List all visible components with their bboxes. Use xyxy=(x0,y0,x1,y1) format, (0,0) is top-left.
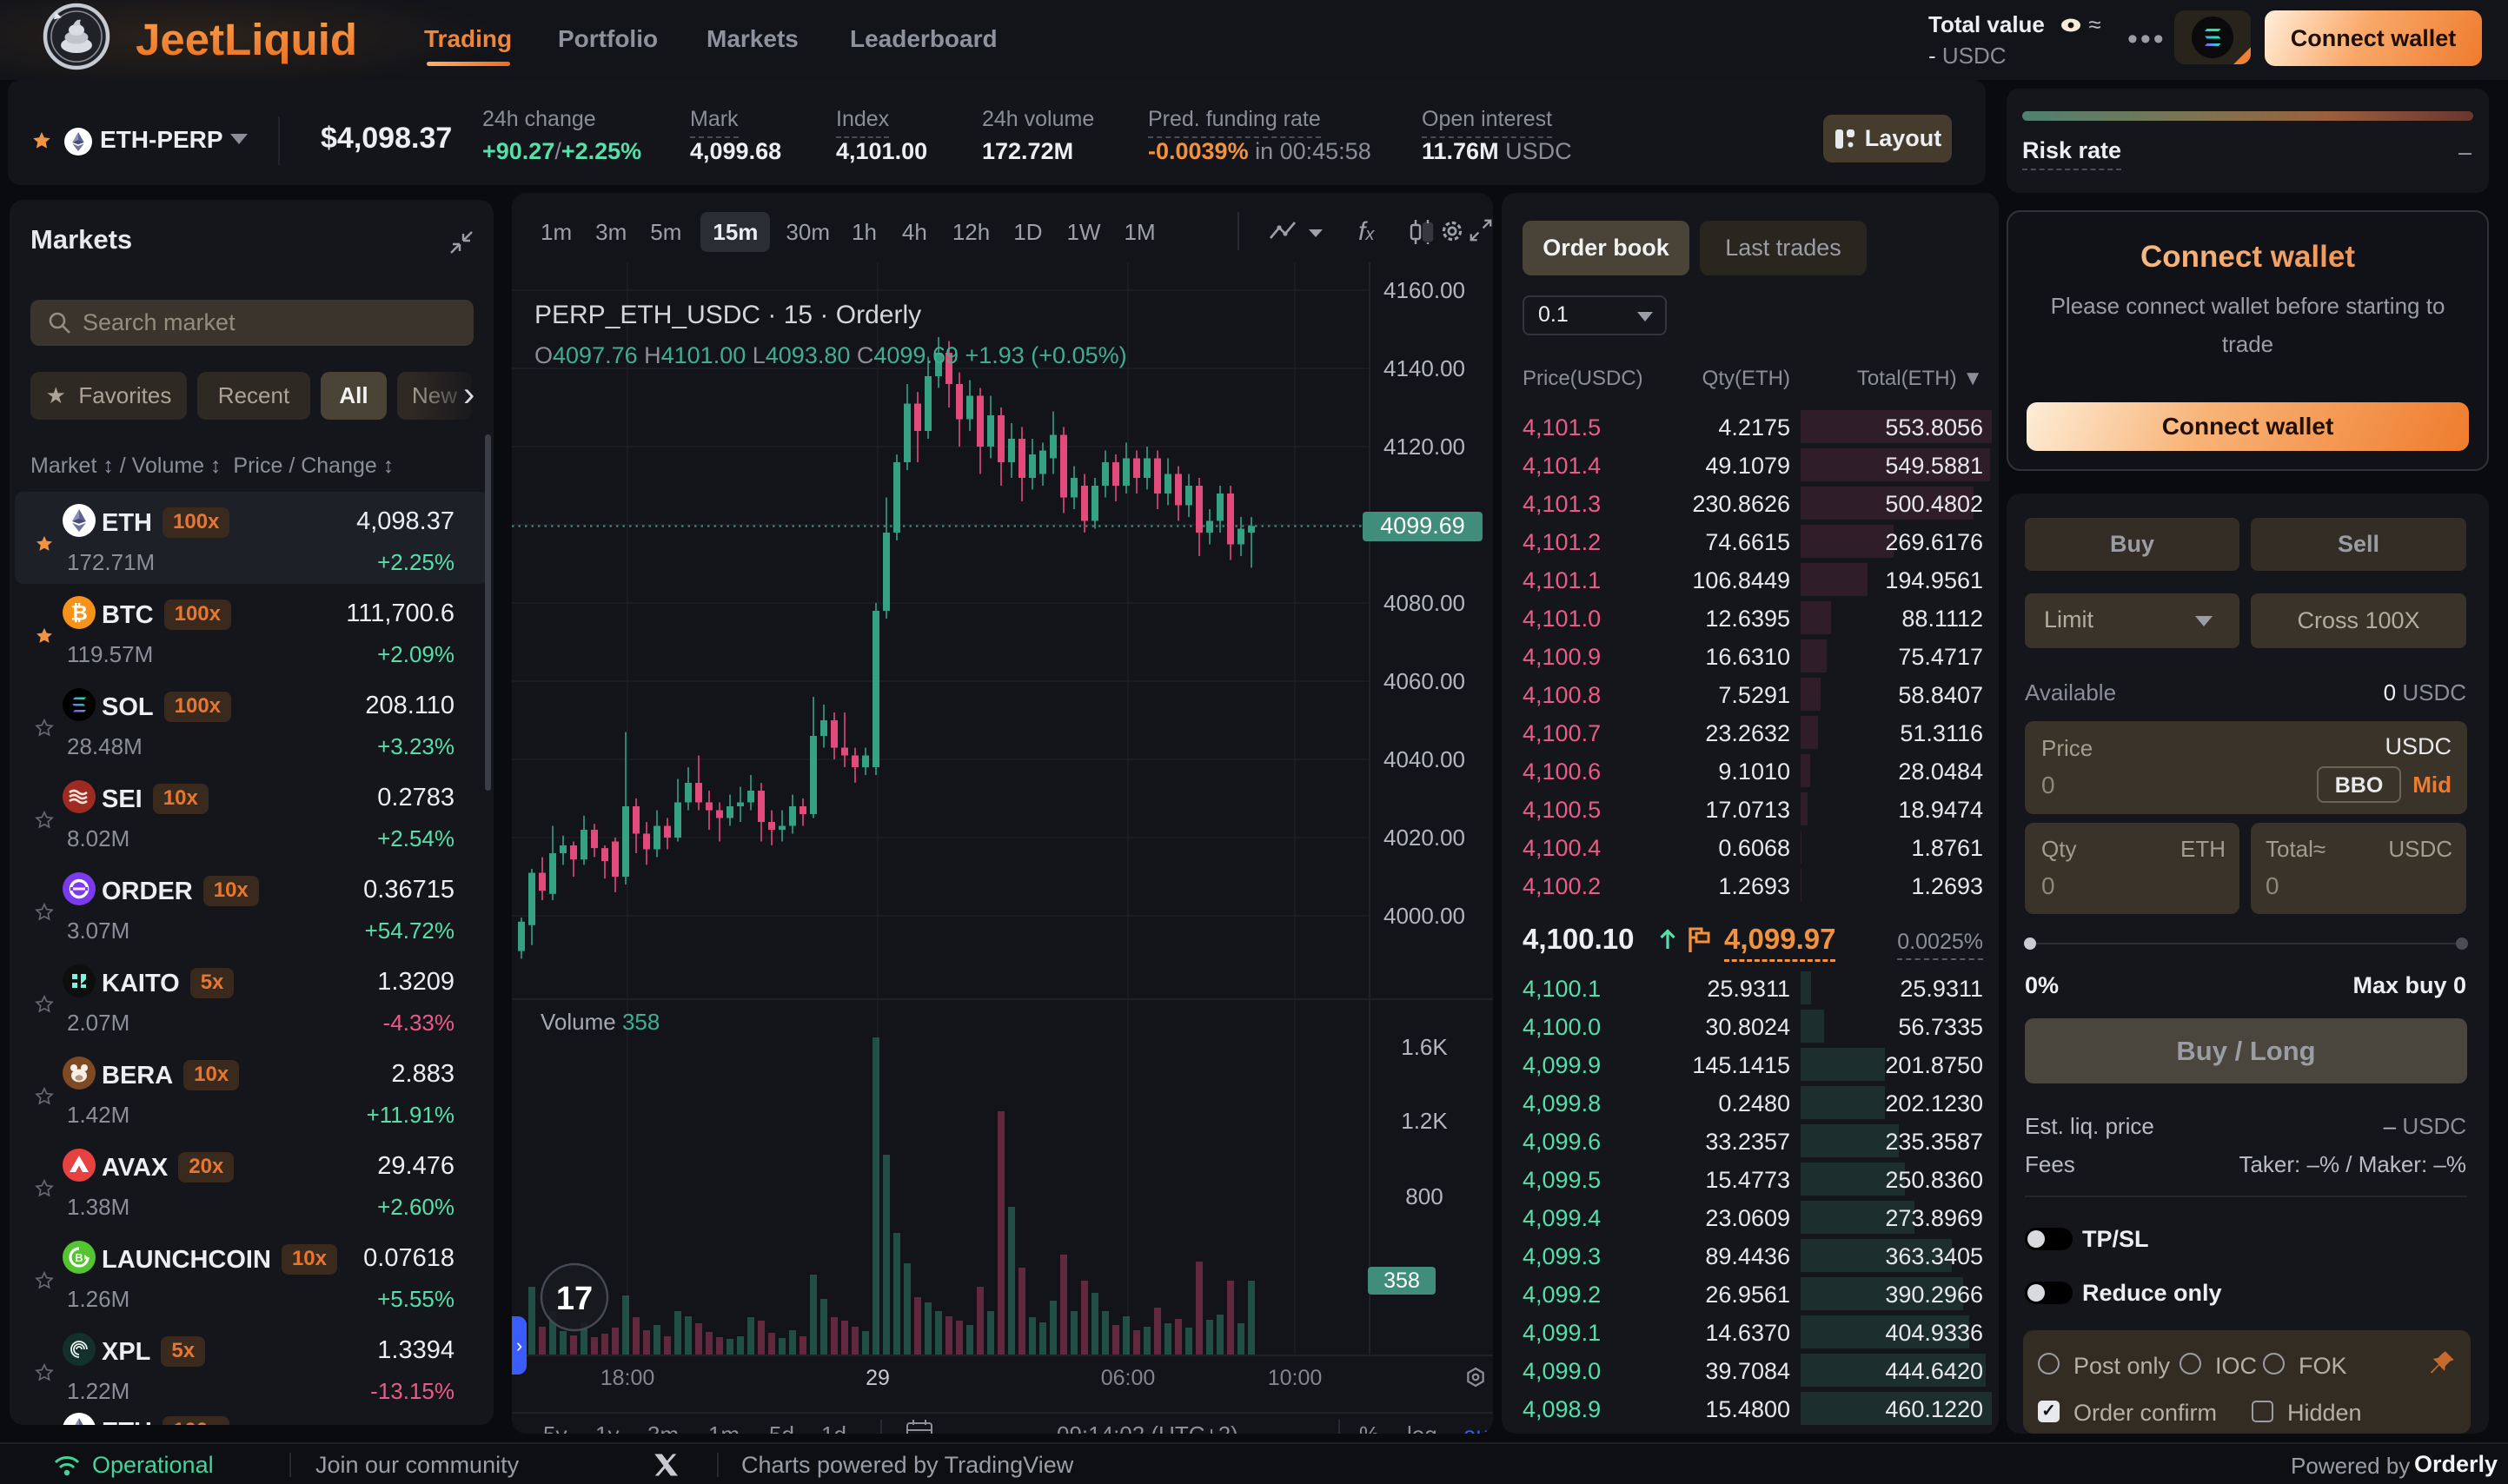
svg-text:09:14:02 (UTC+2): 09:14:02 (UTC+2) xyxy=(1057,1421,1238,1434)
svg-text:1.2K: 1.2K xyxy=(1401,1108,1448,1134)
svg-text:10:00: 10:00 xyxy=(1268,1366,1323,1390)
svg-text:18:00: 18:00 xyxy=(600,1366,655,1390)
svg-text:PERP_ETH_USDC · 15 · Orderly: PERP_ETH_USDC · 15 · Orderly xyxy=(534,301,921,329)
svg-text:06:00: 06:00 xyxy=(1101,1366,1156,1390)
svg-text:4120.00: 4120.00 xyxy=(1383,434,1465,460)
svg-text:₿: ₿ xyxy=(70,602,88,626)
svg-text:29: 29 xyxy=(866,1366,890,1390)
svg-text:4099.69: 4099.69 xyxy=(1380,513,1465,539)
svg-text:log: log xyxy=(1407,1421,1437,1434)
svg-text:auto: auto xyxy=(1463,1421,1493,1434)
svg-text:4060.00: 4060.00 xyxy=(1383,668,1465,694)
svg-text:B: B xyxy=(75,1251,83,1264)
svg-text:O4097.76 H4101.00 L4093.80: O4097.76 H4101.00 L4093.80 C4099.69 +1.9… xyxy=(534,342,1127,368)
svg-text:1m: 1m xyxy=(708,1421,740,1434)
svg-text:4140.00: 4140.00 xyxy=(1383,355,1465,381)
svg-text:4040.00: 4040.00 xyxy=(1383,746,1465,772)
svg-text:5d: 5d xyxy=(769,1421,794,1434)
svg-text:3m: 3m xyxy=(647,1421,679,1434)
svg-text:800: 800 xyxy=(1405,1183,1443,1209)
svg-text:1d: 1d xyxy=(821,1421,846,1434)
svg-text:1y: 1y xyxy=(595,1421,619,1434)
svg-text:5y: 5y xyxy=(543,1421,567,1434)
svg-text:Volume 358: Volume 358 xyxy=(541,1009,660,1035)
svg-text:17: 17 xyxy=(556,1281,593,1317)
svg-text:4000.00: 4000.00 xyxy=(1383,903,1465,929)
svg-text:1.6K: 1.6K xyxy=(1401,1034,1448,1060)
svg-text:4020.00: 4020.00 xyxy=(1383,825,1465,851)
svg-text:4080.00: 4080.00 xyxy=(1383,590,1465,616)
svg-text:4160.00: 4160.00 xyxy=(1383,277,1465,303)
svg-text:%: % xyxy=(1359,1421,1379,1434)
svg-text:358: 358 xyxy=(1383,1269,1420,1293)
